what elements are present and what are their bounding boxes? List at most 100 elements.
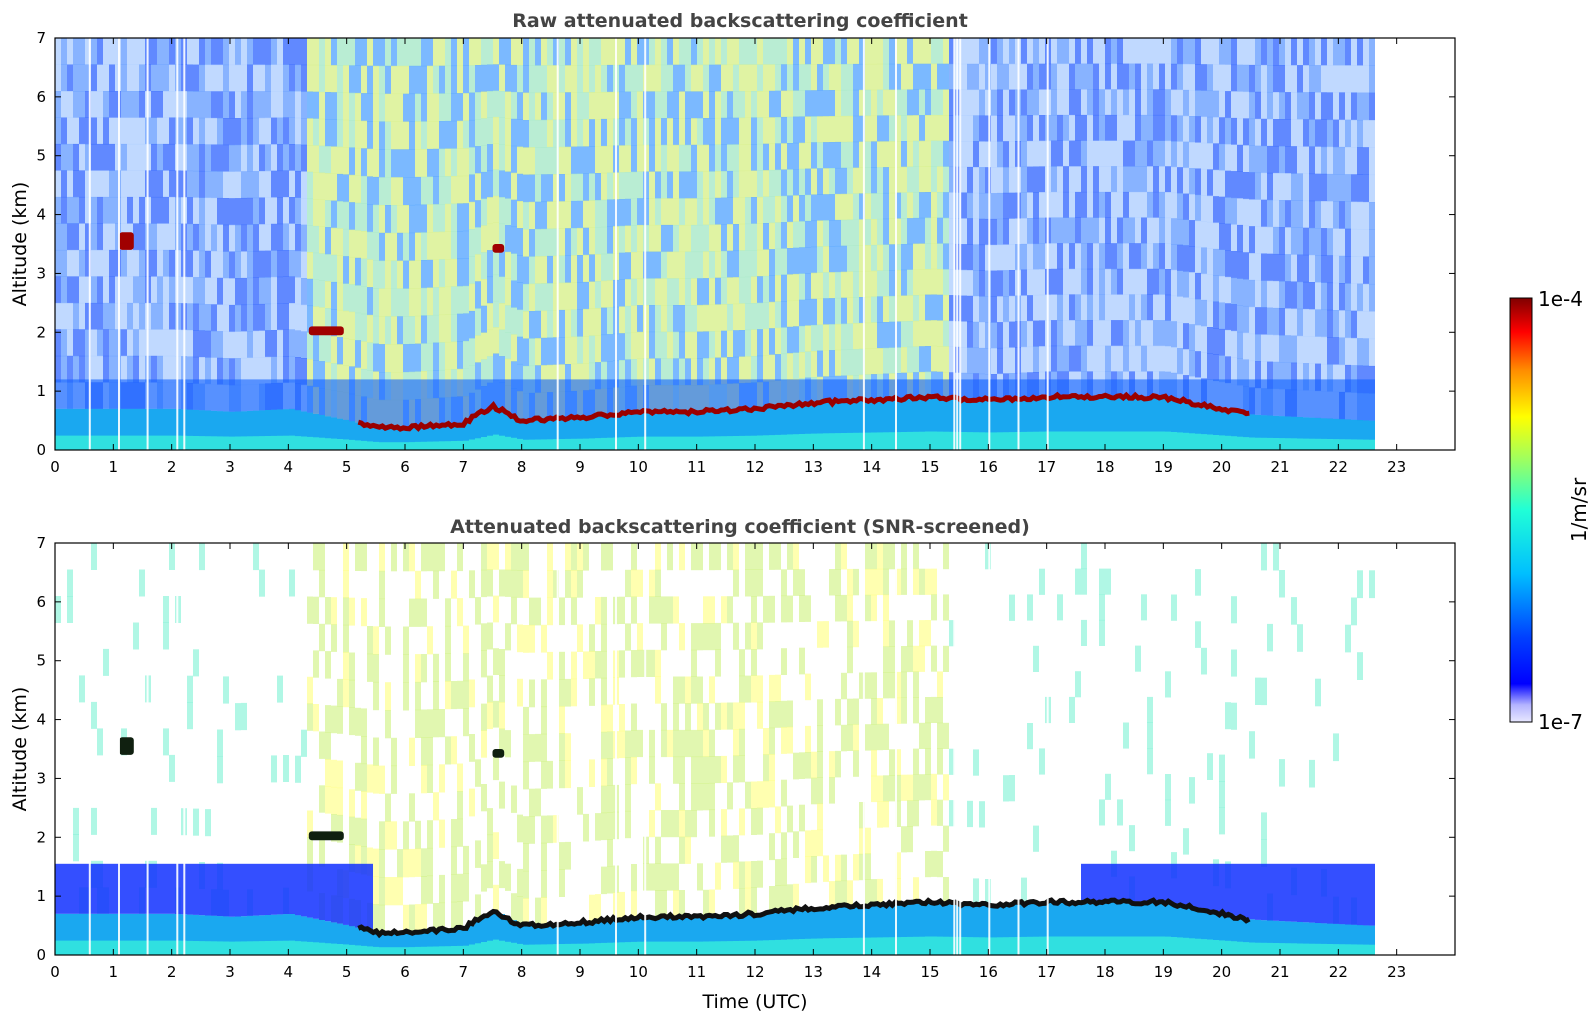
boundary-layer-lower xyxy=(187,940,193,955)
noise-cell xyxy=(1243,359,1249,387)
noise-cell xyxy=(595,651,601,679)
noise-cell xyxy=(349,311,355,340)
noise-cell xyxy=(817,220,823,247)
noise-cell xyxy=(637,224,643,253)
boundary-layer-column xyxy=(1051,397,1057,450)
noise-cell xyxy=(1183,89,1189,117)
noise-cell xyxy=(229,118,235,146)
noise-cell xyxy=(541,201,547,230)
boundary-layer-column xyxy=(133,408,139,450)
noise-cell xyxy=(1201,352,1207,379)
noise-cell xyxy=(589,651,595,679)
aerosol-layer-column xyxy=(1177,379,1183,400)
noise-cell xyxy=(1309,173,1315,202)
boundary-layer-lower xyxy=(673,941,679,955)
noise-cell xyxy=(829,194,835,221)
noise-cell xyxy=(1369,338,1375,367)
aerosol-layer-column xyxy=(421,379,427,427)
noise-cell xyxy=(553,815,559,843)
noise-cell xyxy=(1333,337,1339,365)
noise-cell xyxy=(1129,114,1135,141)
noise-cell xyxy=(469,570,475,599)
noise-cell xyxy=(889,672,895,699)
noise-cell xyxy=(415,570,421,600)
boundary-layer-column xyxy=(715,915,721,955)
noise-cell xyxy=(391,65,397,95)
noise-cell xyxy=(859,853,865,881)
noise-cell xyxy=(1201,221,1207,248)
noise-cell xyxy=(1255,253,1261,281)
noise-cell xyxy=(367,314,373,343)
noise-cell xyxy=(337,787,343,816)
noise-cell xyxy=(961,38,967,65)
noise-cell xyxy=(151,249,157,277)
noise-cell xyxy=(397,177,403,206)
boundary-layer-column xyxy=(913,397,919,450)
noise-cell xyxy=(667,118,673,146)
boundary-layer-lower xyxy=(1111,431,1117,450)
boundary-layer-lower xyxy=(757,435,763,450)
noise-cell xyxy=(313,225,319,254)
noise-cell xyxy=(817,142,823,169)
boundary-layer-lower xyxy=(661,436,667,450)
noise-cell xyxy=(1021,192,1027,219)
boundary-layer-column xyxy=(571,923,577,955)
boundary-layer-column xyxy=(475,416,481,450)
boundary-layer-column xyxy=(1291,416,1297,450)
x-tick-label: 3 xyxy=(225,458,235,476)
noise-cell xyxy=(511,118,517,147)
noise-cell xyxy=(277,276,283,304)
noise-cell xyxy=(355,340,361,369)
boundary-layer-lower xyxy=(793,434,799,450)
noise-cell xyxy=(703,783,709,811)
boundary-layer-lower xyxy=(535,944,541,955)
noise-cell xyxy=(931,799,937,826)
noise-cell xyxy=(1357,119,1363,148)
noise-cell xyxy=(91,355,97,383)
noise-cell xyxy=(607,145,613,174)
boundary-layer-column xyxy=(649,916,655,955)
noise-cell xyxy=(877,218,883,246)
noise-cell xyxy=(847,297,853,324)
noise-cell xyxy=(499,702,505,730)
noise-cell xyxy=(1267,334,1273,363)
boundary-layer-column xyxy=(439,425,445,450)
noise-cell xyxy=(733,861,739,889)
aerosol-layer-column xyxy=(391,379,397,428)
boundary-layer-column xyxy=(247,915,253,955)
noise-cell xyxy=(247,38,253,66)
boundary-layer-lower xyxy=(607,437,613,450)
noise-cell xyxy=(55,143,61,171)
aerosol-layer-column xyxy=(271,379,277,410)
noise-cell xyxy=(859,245,865,272)
noise-cell xyxy=(457,65,463,94)
noise-cell xyxy=(793,142,799,170)
noise-cell xyxy=(541,706,547,735)
noise-cell xyxy=(271,91,277,119)
noise-cell xyxy=(757,143,763,171)
noise-cell xyxy=(769,301,775,329)
noise-cell xyxy=(499,117,505,145)
noise-cell xyxy=(1057,345,1063,372)
boundary-layer-lower xyxy=(127,940,133,955)
boundary-layer-lower xyxy=(781,939,787,955)
noise-cell xyxy=(1021,166,1027,193)
noise-cell xyxy=(799,804,805,832)
noise-cell xyxy=(649,144,655,172)
boundary-layer-lower xyxy=(763,435,769,450)
noise-cell xyxy=(895,115,901,142)
noise-cell xyxy=(325,227,331,255)
noise-cell xyxy=(667,38,673,66)
noise-cell xyxy=(1003,192,1009,220)
noise-cell xyxy=(367,653,373,682)
noise-cell xyxy=(1363,338,1369,367)
boundary-layer-column xyxy=(223,916,229,955)
noise-cell xyxy=(199,64,205,92)
noise-cell xyxy=(1147,217,1153,244)
noise-cell xyxy=(517,146,523,175)
noise-cell xyxy=(727,596,733,624)
noise-cell xyxy=(913,748,919,775)
noise-cell xyxy=(1297,65,1303,93)
noise-cell xyxy=(985,38,991,65)
noise-cell xyxy=(325,308,331,336)
